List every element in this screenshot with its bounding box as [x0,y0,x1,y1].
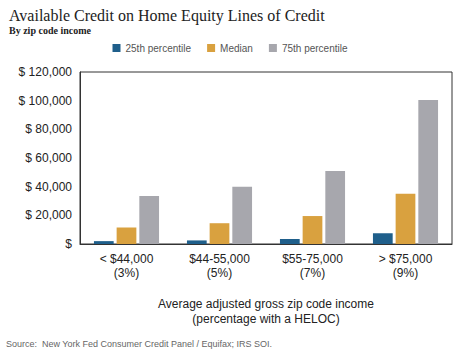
svg-text:$55-75,000: $55-75,000 [282,252,343,266]
svg-text:> $75,000: > $75,000 [379,252,433,266]
svg-text:< $44,000: < $44,000 [100,252,154,266]
svg-text:$ 20,000: $ 20,000 [25,208,72,222]
svg-text:$ 40,000: $ 40,000 [25,180,72,194]
svg-text:By zip code income: By zip code income [9,25,91,36]
svg-text:Average adjusted gross zip cod: Average adjusted gross zip code income [158,297,374,311]
svg-text:$ 100,000: $ 100,000 [19,94,73,108]
svg-text:(percentage with a HELOC): (percentage with a HELOC) [192,312,339,326]
svg-text:$44-55,000: $44-55,000 [189,252,250,266]
svg-text:Median: Median [220,43,253,54]
svg-text:Source: New York Fed Consumer: Source: New York Fed Consumer Credit Pan… [6,339,272,349]
svg-text:(3%): (3%) [114,266,139,280]
svg-text:$ 80,000: $ 80,000 [25,122,72,136]
svg-text:(7%): (7%) [300,266,325,280]
svg-text:25th percentile: 25th percentile [126,43,192,54]
svg-text:$ 60,000: $ 60,000 [25,151,72,165]
svg-text:$ 120,000: $ 120,000 [19,65,73,79]
svg-text:Available Credit on Home Equit: Available Credit on Home Equity Lines of… [9,7,325,25]
svg-text:(9%): (9%) [393,266,418,280]
svg-text:75th percentile: 75th percentile [282,43,348,54]
svg-text:(5%): (5%) [207,266,232,280]
svg-text:$: $ [65,237,72,251]
